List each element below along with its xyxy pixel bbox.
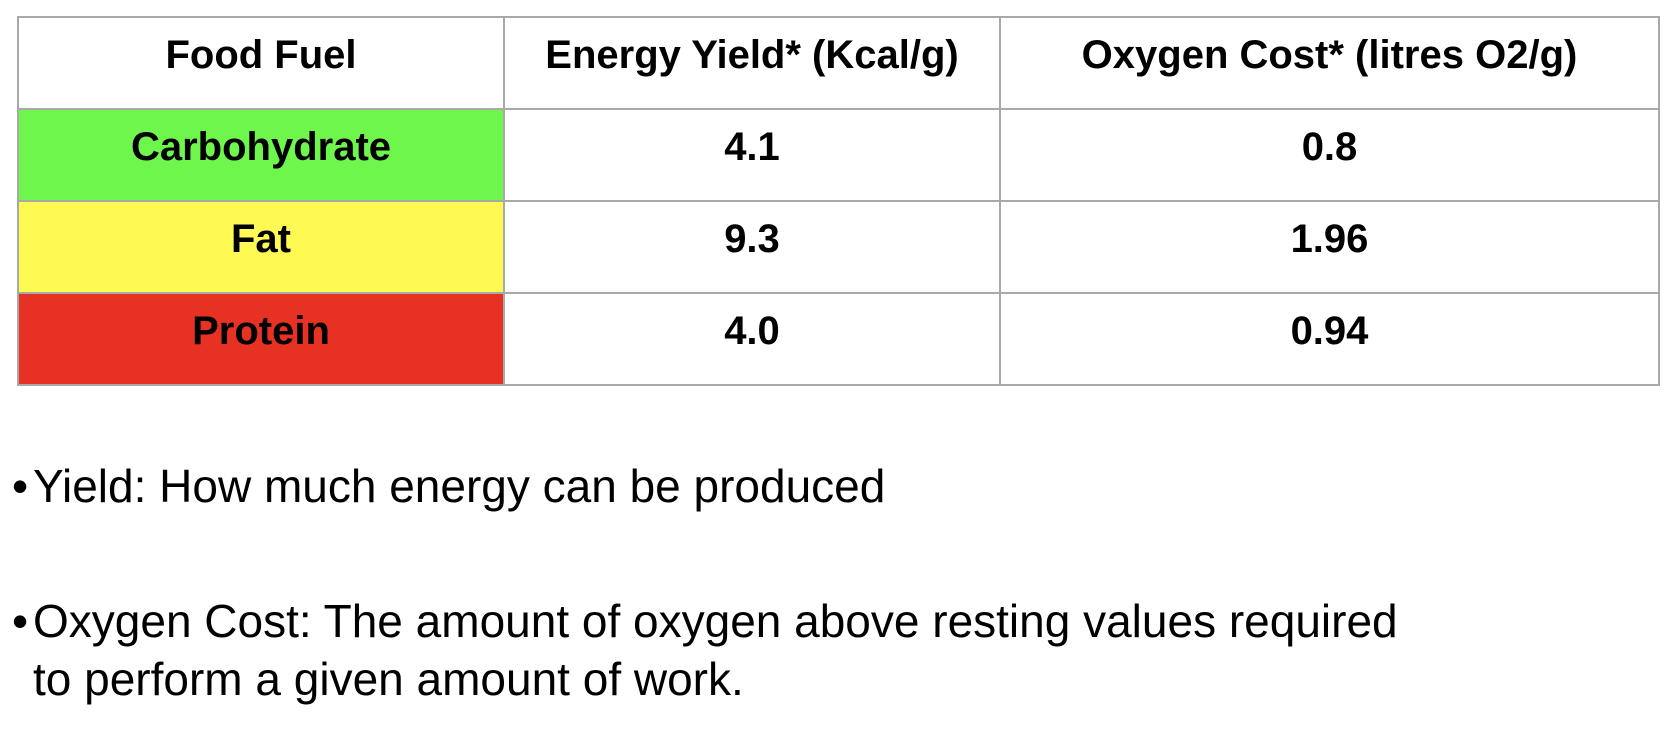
energy-yield-cell-carbohydrate: 4.1: [503, 108, 1001, 202]
oxygen-cost-cell-fat: 1.96: [999, 200, 1660, 294]
bullet-yield-text: Yield: How much energy can be produced: [33, 457, 1642, 515]
fuel-cell-protein: Protein: [17, 292, 505, 386]
notes-list: • Yield: How much energy can be produced…: [12, 457, 1642, 708]
table-row-carbohydrate: Carbohydrate 4.1 0.8: [17, 108, 1660, 202]
column-header-oxygen-cost: Oxygen Cost* (litres O2/g): [999, 16, 1660, 110]
bullet-icon: •: [12, 460, 29, 512]
energy-yield-cell-fat: 9.3: [503, 200, 1001, 294]
bullet-oxygen-cost-line-2: to perform a given amount of work.: [33, 653, 744, 705]
food-fuel-table: Food Fuel Energy Yield* (Kcal/g) Oxygen …: [17, 16, 1660, 386]
bullet-oxygen-cost-text: Oxygen Cost: The amount of oxygen above …: [33, 592, 1642, 708]
table-header-row: Food Fuel Energy Yield* (Kcal/g) Oxygen …: [17, 16, 1660, 110]
table-row-protein: Protein 4.0 0.94: [17, 292, 1660, 386]
column-header-food-fuel: Food Fuel: [17, 16, 505, 110]
bullet-oxygen-cost-line-1: Oxygen Cost: The amount of oxygen above …: [33, 595, 1398, 647]
column-header-energy-yield: Energy Yield* (Kcal/g): [503, 16, 1001, 110]
table-row-fat: Fat 9.3 1.96: [17, 200, 1660, 294]
fuel-cell-fat: Fat: [17, 200, 505, 294]
oxygen-cost-cell-carbohydrate: 0.8: [999, 108, 1660, 202]
energy-yield-cell-protein: 4.0: [503, 292, 1001, 386]
bullet-yield-line: Yield: How much energy can be produced: [33, 460, 886, 512]
bullet-icon: •: [12, 595, 29, 647]
bullet-oxygen-cost-definition: • Oxygen Cost: The amount of oxygen abov…: [12, 592, 1642, 708]
oxygen-cost-cell-protein: 0.94: [999, 292, 1660, 386]
bullet-yield-definition: • Yield: How much energy can be produced: [12, 457, 1642, 515]
fuel-cell-carbohydrate: Carbohydrate: [17, 108, 505, 202]
